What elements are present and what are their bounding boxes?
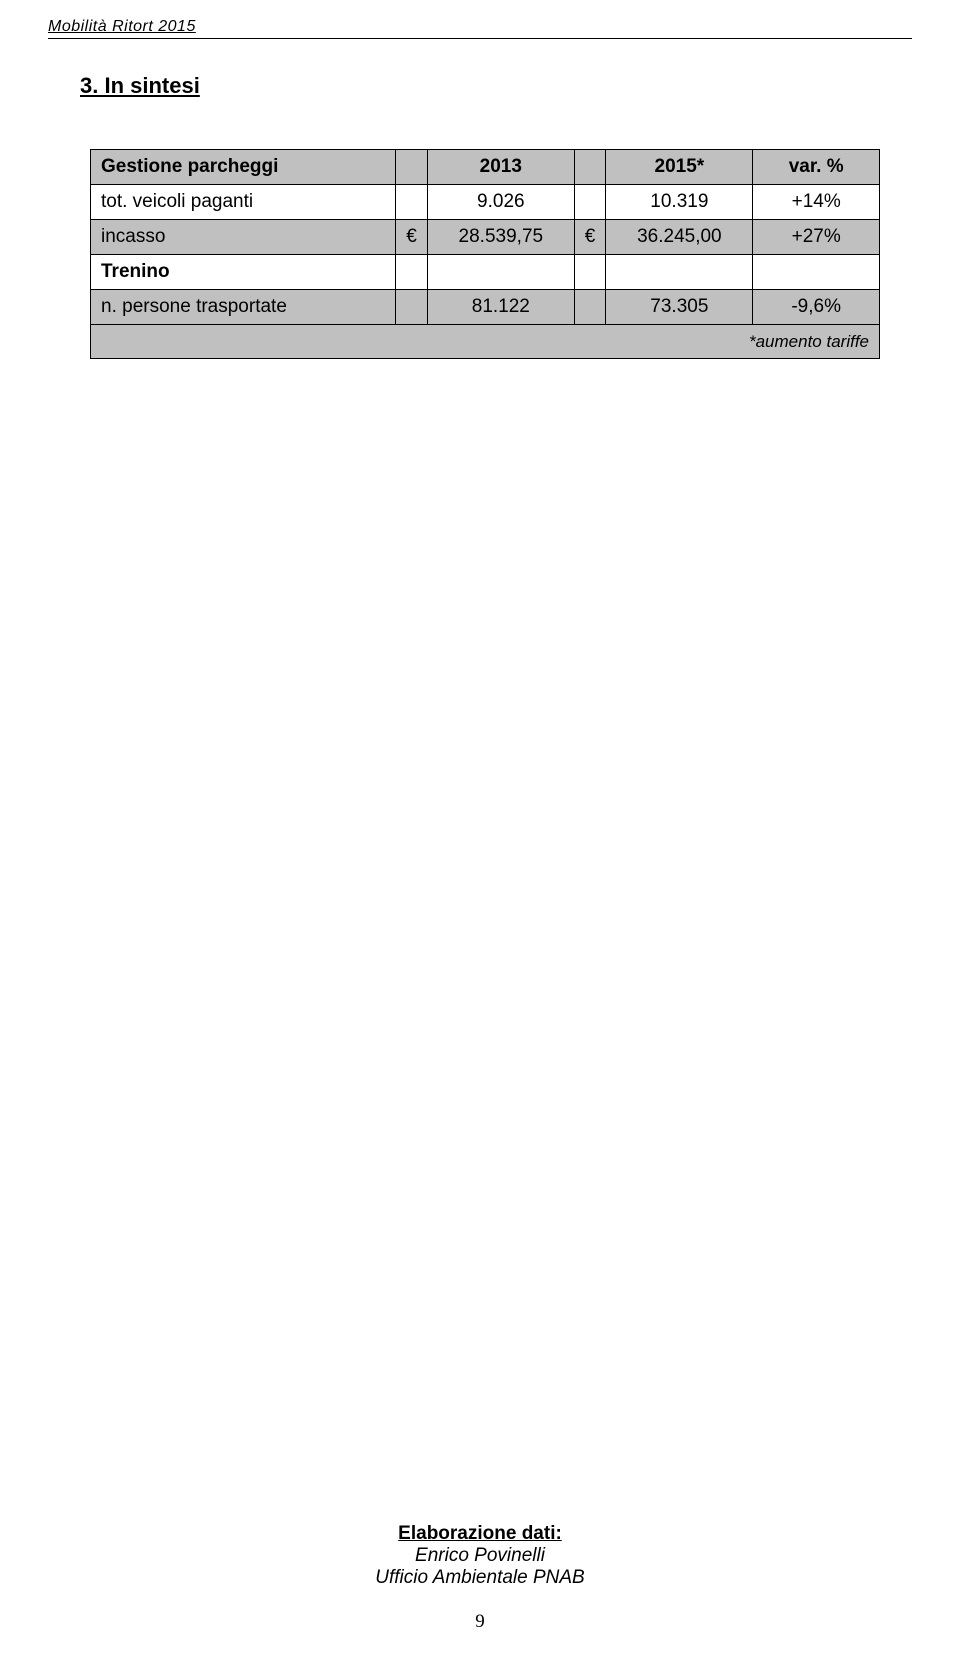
table-header-row: Gestione parcheggi 2013 2015* var. % (91, 150, 880, 185)
cell-var: -9,6% (753, 290, 880, 325)
cell-var (753, 255, 880, 290)
cell-v1: 9.026 (427, 185, 574, 220)
cell-v2: 36.245,00 (606, 220, 753, 255)
cell-cur1 (396, 290, 428, 325)
footer-line1: Enrico Povinelli (0, 1545, 960, 1567)
cell-v2: 73.305 (606, 290, 753, 325)
table-note-row: *aumento tariffe (91, 325, 880, 359)
footer-line2: Ufficio Ambientale PNAB (0, 1567, 960, 1589)
col-cur1 (396, 150, 428, 185)
cell-label: incasso (91, 220, 396, 255)
cell-label: n. persone trasportate (91, 290, 396, 325)
cell-cur2: € (574, 220, 606, 255)
section-heading: 3. In sintesi (80, 73, 880, 99)
cell-label: Trenino (91, 255, 396, 290)
cell-cur2 (574, 255, 606, 290)
footer-credits: Elaborazione dati: Enrico Povinelli Uffi… (0, 1523, 960, 1589)
col-var: var. % (753, 150, 880, 185)
table-row: incasso € 28.539,75 € 36.245,00 +27% (91, 220, 880, 255)
content: 3. In sintesi Gestione parcheggi 2013 20… (0, 43, 960, 359)
cell-cur1: € (396, 220, 428, 255)
cell-v1 (427, 255, 574, 290)
header-title: Mobilità Ritort 2015 (48, 18, 196, 35)
cell-label: tot. veicoli paganti (91, 185, 396, 220)
table-row: Trenino (91, 255, 880, 290)
cell-v1: 81.122 (427, 290, 574, 325)
cell-var: +27% (753, 220, 880, 255)
cell-cur1 (396, 185, 428, 220)
table-note: *aumento tariffe (91, 325, 880, 359)
header-rule (48, 38, 912, 39)
page-number: 9 (0, 1611, 960, 1633)
cell-v1: 28.539,75 (427, 220, 574, 255)
col-y2: 2015* (606, 150, 753, 185)
cell-cur1 (396, 255, 428, 290)
col-cur2 (574, 150, 606, 185)
table-row: tot. veicoli paganti 9.026 10.319 +14% (91, 185, 880, 220)
footer-label: Elaborazione dati: (0, 1523, 960, 1545)
col-y1: 2013 (427, 150, 574, 185)
cell-var: +14% (753, 185, 880, 220)
cell-cur2 (574, 185, 606, 220)
col-label: Gestione parcheggi (91, 150, 396, 185)
summary-table: Gestione parcheggi 2013 2015* var. % tot… (90, 149, 880, 359)
cell-cur2 (574, 290, 606, 325)
table-row: n. persone trasportate 81.122 73.305 -9,… (91, 290, 880, 325)
cell-v2: 10.319 (606, 185, 753, 220)
page-header: Mobilità Ritort 2015 (0, 0, 960, 43)
cell-v2 (606, 255, 753, 290)
